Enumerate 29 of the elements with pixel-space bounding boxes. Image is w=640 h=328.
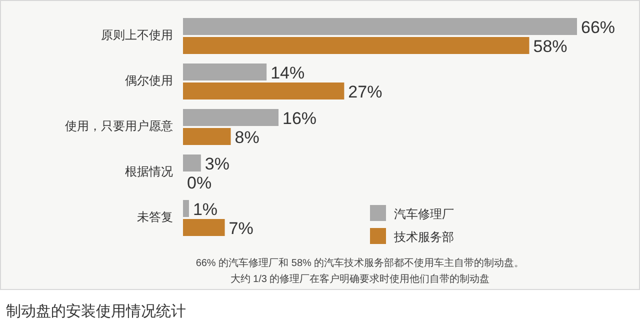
y-tick-label: 原则上不使用 [101, 28, 173, 42]
y-tick-label: 未答复 [137, 210, 173, 224]
data-label: 66% [581, 18, 616, 37]
text: 制动盘的安装使用情况统计 [6, 303, 186, 320]
bar [183, 219, 225, 236]
data-label: 3% [204, 154, 230, 174]
bar [183, 37, 530, 54]
bar [183, 200, 189, 217]
data-label: 1% [192, 200, 218, 219]
y-tick-label: 偶尔使用 [125, 74, 173, 88]
data-label: 7% [228, 219, 254, 238]
data-label: 58% [533, 37, 568, 56]
data-label: 0% [187, 174, 212, 192]
y-tick-label: 使用，只要用户愿意 [65, 119, 173, 133]
bar [183, 18, 577, 35]
bar [183, 128, 231, 145]
bar [183, 64, 267, 80]
data-label: 8% [234, 128, 260, 147]
bar [183, 109, 279, 126]
text: 66% 的汽车修理厂和 58% 的汽车技术服务部都不使用车主自带的制动盘。 [196, 257, 524, 269]
data-label: 27% [348, 82, 382, 102]
legend-label: 汽车修理厂 [394, 207, 454, 221]
bar [183, 82, 344, 100]
legend-label: 技术服务部 [393, 230, 454, 244]
bar [183, 154, 201, 172]
text: 大约 1/3 的修理厂在客户明确要求时使用他们自带的制动盘 [230, 273, 490, 285]
data-label: 14% [270, 64, 305, 82]
y-tick-label: 根据情况 [125, 164, 173, 178]
data-label: 16% [282, 109, 317, 128]
